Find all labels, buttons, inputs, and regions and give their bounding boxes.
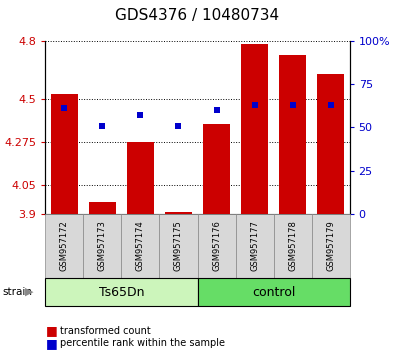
Bar: [241, 44, 268, 214]
Bar: [165, 212, 192, 214]
Text: GSM957173: GSM957173: [98, 221, 107, 272]
Text: GSM957179: GSM957179: [326, 221, 335, 272]
Text: ■: ■: [45, 337, 57, 350]
Bar: [89, 202, 116, 214]
Text: GSM957178: GSM957178: [288, 221, 297, 272]
Text: GSM957177: GSM957177: [250, 221, 259, 272]
Bar: [317, 74, 344, 214]
Text: GSM957176: GSM957176: [212, 221, 221, 272]
Text: Ts65Dn: Ts65Dn: [99, 286, 144, 298]
Text: percentile rank within the sample: percentile rank within the sample: [60, 338, 226, 348]
Bar: [127, 142, 154, 214]
Text: transformed count: transformed count: [60, 326, 151, 336]
Text: strain: strain: [2, 287, 32, 297]
Text: GSM957174: GSM957174: [136, 221, 145, 272]
Bar: [203, 124, 230, 214]
Text: GSM957172: GSM957172: [60, 221, 69, 272]
Text: GDS4376 / 10480734: GDS4376 / 10480734: [115, 8, 280, 23]
Bar: [279, 55, 306, 214]
Text: ■: ■: [45, 325, 57, 337]
Bar: [51, 94, 78, 214]
Text: GSM957175: GSM957175: [174, 221, 183, 272]
Text: control: control: [252, 286, 295, 298]
Text: ▶: ▶: [24, 287, 33, 297]
